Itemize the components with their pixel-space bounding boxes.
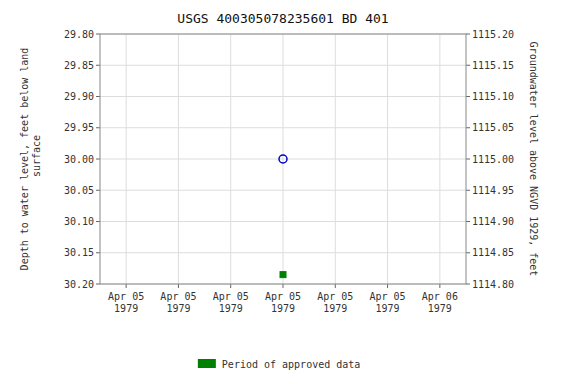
tick-label: 1115.15 xyxy=(472,60,514,71)
tick-label-line: Apr 05 xyxy=(213,291,249,302)
grid-line xyxy=(283,34,284,284)
tick-label: 1115.10 xyxy=(472,91,514,102)
tick xyxy=(387,284,388,288)
tick-label-line: 1979 xyxy=(219,303,243,314)
tick xyxy=(466,65,470,66)
point xyxy=(280,272,286,278)
tick-label: 29.80 xyxy=(64,29,94,40)
tick-label: 1114.85 xyxy=(472,247,514,258)
tick xyxy=(230,284,231,288)
tick-label-line: Apr 05 xyxy=(265,291,301,302)
grid-line xyxy=(178,34,179,284)
tick xyxy=(96,34,100,35)
tick-label: 1114.90 xyxy=(472,216,514,227)
point xyxy=(279,155,287,163)
tick-label: 1115.05 xyxy=(472,122,514,133)
tick-label-line: Apr 06 xyxy=(422,291,458,302)
grid xyxy=(100,34,466,284)
tick xyxy=(96,190,100,191)
tick-label-line: 1979 xyxy=(271,303,295,314)
tick-label-line: Apr 05 xyxy=(108,291,144,302)
tick xyxy=(96,221,100,222)
tick-label: Apr 051979 xyxy=(108,291,144,314)
tick-label: 1114.80 xyxy=(472,279,514,290)
grid-line xyxy=(387,34,388,284)
marks xyxy=(279,155,287,278)
tick-label: 30.20 xyxy=(64,279,94,290)
tick-label: 30.05 xyxy=(64,185,94,196)
tick-label-line: 1979 xyxy=(114,303,138,314)
tick-label-line: Apr 05 xyxy=(370,291,406,302)
axis-label-line: Depth to water level, feet below land xyxy=(19,48,30,271)
chart: 29.80 29.85 29.90 29.95 30.00 30.05 30.10 30.15… xyxy=(0,0,576,384)
title: USGS 400305078235601 BD 401 xyxy=(177,11,388,26)
tick-label-line: Apr 05 xyxy=(160,291,196,302)
plot-frame xyxy=(100,34,466,284)
tick-label: 1114.95 xyxy=(472,185,514,196)
axis-label: Depth to water level, feet below land su… xyxy=(19,48,42,271)
tick-label: Apr 051979 xyxy=(317,291,353,314)
tick-label: 30.15 xyxy=(64,247,94,258)
tick-label: Apr 061979 xyxy=(422,291,458,314)
tick xyxy=(96,252,100,253)
tick-label: 30.10 xyxy=(64,216,94,227)
legend: Period of approved data xyxy=(198,359,360,370)
legend-swatch xyxy=(198,359,216,368)
tick xyxy=(466,190,470,191)
tick xyxy=(335,284,336,288)
tick-label: 1115.20 xyxy=(472,29,514,40)
legend-label: Period of approved data xyxy=(222,359,360,370)
tick-label: 1115.00 xyxy=(472,154,514,165)
tick xyxy=(96,65,100,66)
tick-label: Apr 051979 xyxy=(160,291,196,314)
grid-line xyxy=(126,34,127,284)
tick xyxy=(466,284,470,285)
axis-label-line: surface xyxy=(31,135,42,183)
tick xyxy=(439,284,440,288)
tick-label: 29.95 xyxy=(64,122,94,133)
tick xyxy=(466,252,470,253)
tick-label-line: 1979 xyxy=(323,303,347,314)
tick xyxy=(466,34,470,35)
grid-line xyxy=(335,34,336,284)
tick xyxy=(96,127,100,128)
tick xyxy=(283,284,284,288)
tick xyxy=(96,159,100,160)
tick-label-line: 1979 xyxy=(376,303,400,314)
tick xyxy=(466,127,470,128)
tick-label: 30.00 xyxy=(64,154,94,165)
tick-label-line: 1979 xyxy=(428,303,452,314)
tick xyxy=(466,96,470,97)
tick xyxy=(466,159,470,160)
tick-label: 29.90 xyxy=(64,91,94,102)
tick-label-line: 1979 xyxy=(166,303,190,314)
tick-label: Apr 051979 xyxy=(213,291,249,314)
tick xyxy=(466,221,470,222)
tick xyxy=(178,284,179,288)
grid-line xyxy=(230,34,231,284)
tick-label: 29.85 xyxy=(64,60,94,71)
tick xyxy=(126,284,127,288)
grid-line xyxy=(439,34,440,284)
axis-label: Groundwater level above NGVD 1929, feet xyxy=(528,42,539,277)
tick xyxy=(96,284,100,285)
tick-label: Apr 051979 xyxy=(265,291,301,314)
tick-label-line: Apr 05 xyxy=(317,291,353,302)
tick xyxy=(96,96,100,97)
tick-label: Apr 051979 xyxy=(370,291,406,314)
